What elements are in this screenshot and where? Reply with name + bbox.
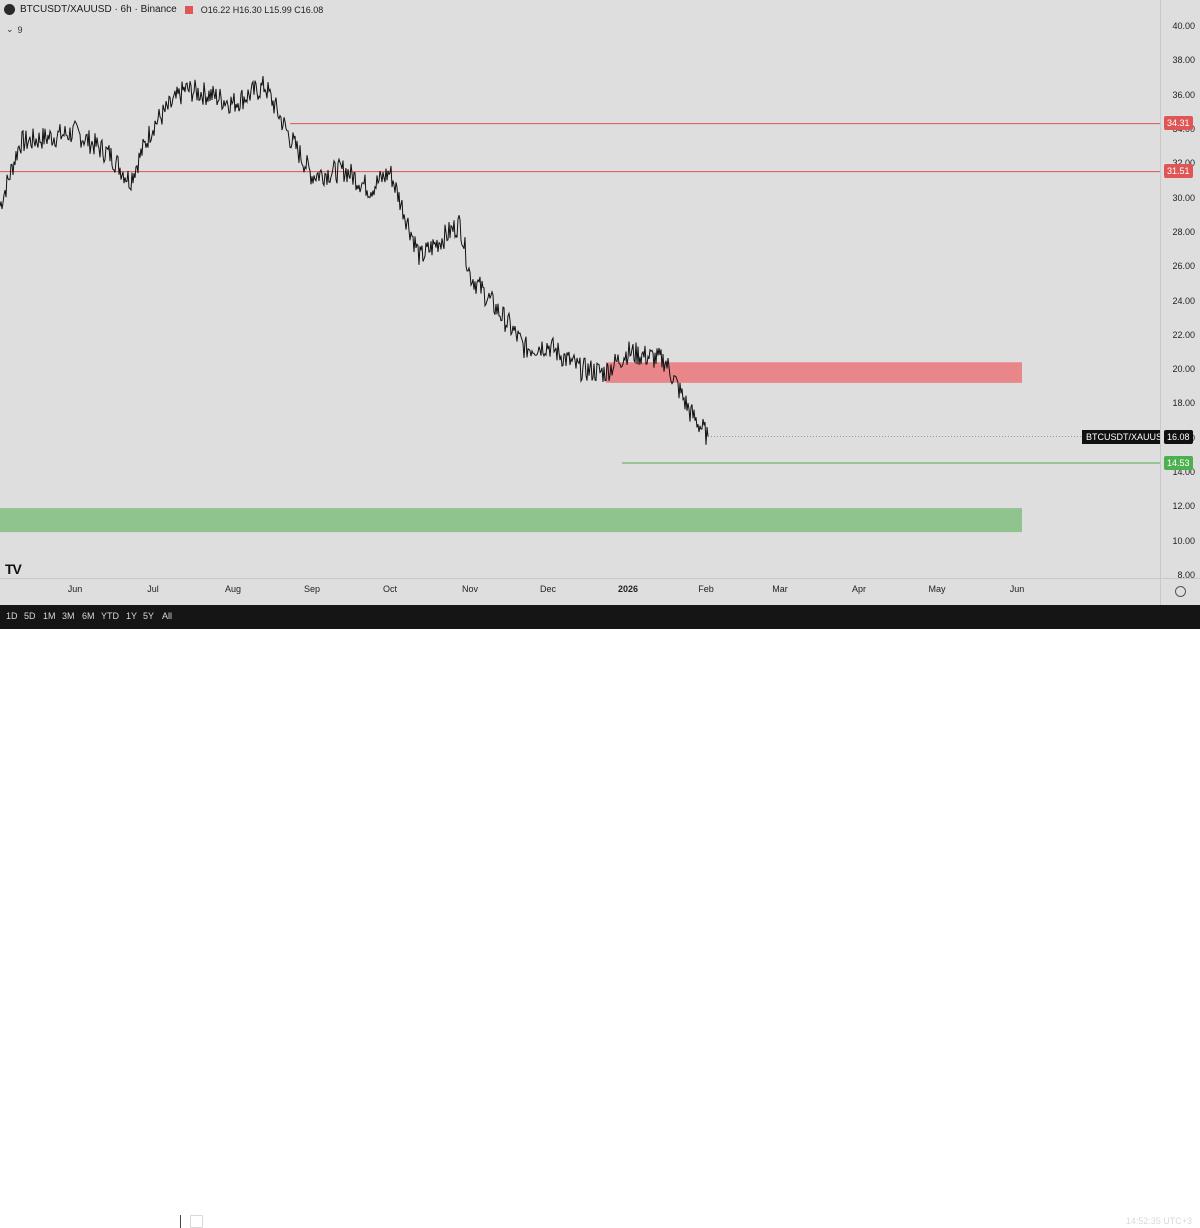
symbol-logo-icon	[4, 4, 15, 15]
resistance-tag-2: 31.51	[1164, 164, 1193, 178]
price-axis-label: 40.00	[1172, 21, 1195, 31]
price-axis-label: 10.00	[1172, 535, 1195, 546]
price-axis-label: 28.00	[1172, 226, 1195, 237]
time-axis-label: May	[928, 584, 946, 594]
chevron-down-icon: ⌄	[6, 24, 14, 34]
price-axis-label: 30.00	[1172, 192, 1195, 203]
price-axis[interactable]: 40.0038.0036.0034.0032.0030.0028.0026.00…	[1160, 0, 1200, 580]
price-axis-label: 32.00	[1172, 158, 1195, 168]
support-tag-1: 14.53	[1164, 456, 1193, 470]
time-axis-label: 2026	[617, 584, 639, 594]
indicators-toggle[interactable]: ⌄ 9	[6, 24, 23, 35]
demand-zone	[0, 508, 1022, 533]
time-axis-label: Nov	[461, 584, 479, 594]
price-axis-label: 20.00	[1172, 364, 1195, 375]
time-axis-label: Feb	[698, 584, 714, 594]
time-axis-label: Jun	[1009, 584, 1025, 594]
settings-icon[interactable]	[1175, 586, 1186, 597]
current-symbol-tag: BTCUSDT/XAUUSD	[1082, 430, 1173, 444]
time-axis-label: Sep	[303, 584, 321, 594]
resistance-tag-1: 34.31	[1164, 116, 1193, 130]
clock[interactable]: 14:52:35 UTC+3	[1125, 1216, 1192, 1226]
time-axis-label: Apr	[851, 584, 867, 594]
time-axis-label: Oct	[382, 584, 398, 594]
price-axis-label: 22.00	[1172, 329, 1195, 340]
chart-pane[interactable]: BTCUSDT/XAUUSD · 6h · Binance O16.22 H16…	[0, 0, 1173, 578]
time-axis-label: Aug	[224, 584, 242, 594]
timeframe-button-3m[interactable]: 3M	[62, 611, 75, 621]
tradingview-logo[interactable]: TV	[5, 561, 22, 577]
timeframe-button-5y[interactable]: 5Y	[143, 611, 155, 621]
calendar-icon[interactable]	[190, 1215, 203, 1228]
time-axis-label: Mar	[772, 584, 788, 594]
timeframe-button-5d[interactable]: 5D	[24, 611, 36, 621]
symbol-legend[interactable]: BTCUSDT/XAUUSD · 6h · Binance O16.22 H16…	[4, 4, 323, 15]
supply-zone	[606, 362, 1022, 383]
ohlc-values: O16.22 H16.30 L15.99 C16.08	[200, 4, 324, 15]
symbol-title[interactable]: BTCUSDT/XAUUSD · 6h · Binance	[20, 4, 177, 15]
price-axis-label: 24.00	[1172, 295, 1195, 306]
indicator-count: 9	[17, 24, 23, 35]
toolbar-divider	[180, 1215, 181, 1228]
price-axis-label: 12.00	[1172, 501, 1195, 512]
time-axis[interactable]	[0, 578, 1160, 606]
current-price-tag: 16.08	[1164, 430, 1193, 444]
timeframe-button-1y[interactable]: 1Y	[126, 611, 138, 621]
price-axis-label: 8.00	[1177, 570, 1195, 580]
timeframe-button-6m[interactable]: 6M	[82, 611, 95, 621]
timeframe-button-1d[interactable]: 1D	[6, 611, 18, 621]
market-status-icon	[184, 5, 193, 14]
price-axis-label: 18.00	[1172, 398, 1195, 409]
price-axis-label: 26.00	[1172, 261, 1195, 272]
price-axis-label: 38.00	[1172, 55, 1195, 66]
timeframe-button-1m[interactable]: 1M	[43, 611, 56, 621]
price-line-series	[0, 75, 709, 445]
price-chart[interactable]	[0, 0, 1160, 578]
timeframe-button-ytd[interactable]: YTD	[101, 611, 119, 621]
time-axis-label: Jul	[147, 584, 159, 594]
time-axis-label: Jun	[67, 584, 83, 594]
price-axis-label: 36.00	[1172, 89, 1195, 100]
timeframe-button-all[interactable]: All	[162, 611, 173, 621]
bottom-toolbar: 1D 5D 1M 3M 6M YTD 1Y 5Y All 14:52:35 UTC+3	[0, 605, 1200, 1228]
price-axis-label: 14.00	[1172, 467, 1195, 478]
time-axis-label: Dec	[539, 584, 557, 594]
